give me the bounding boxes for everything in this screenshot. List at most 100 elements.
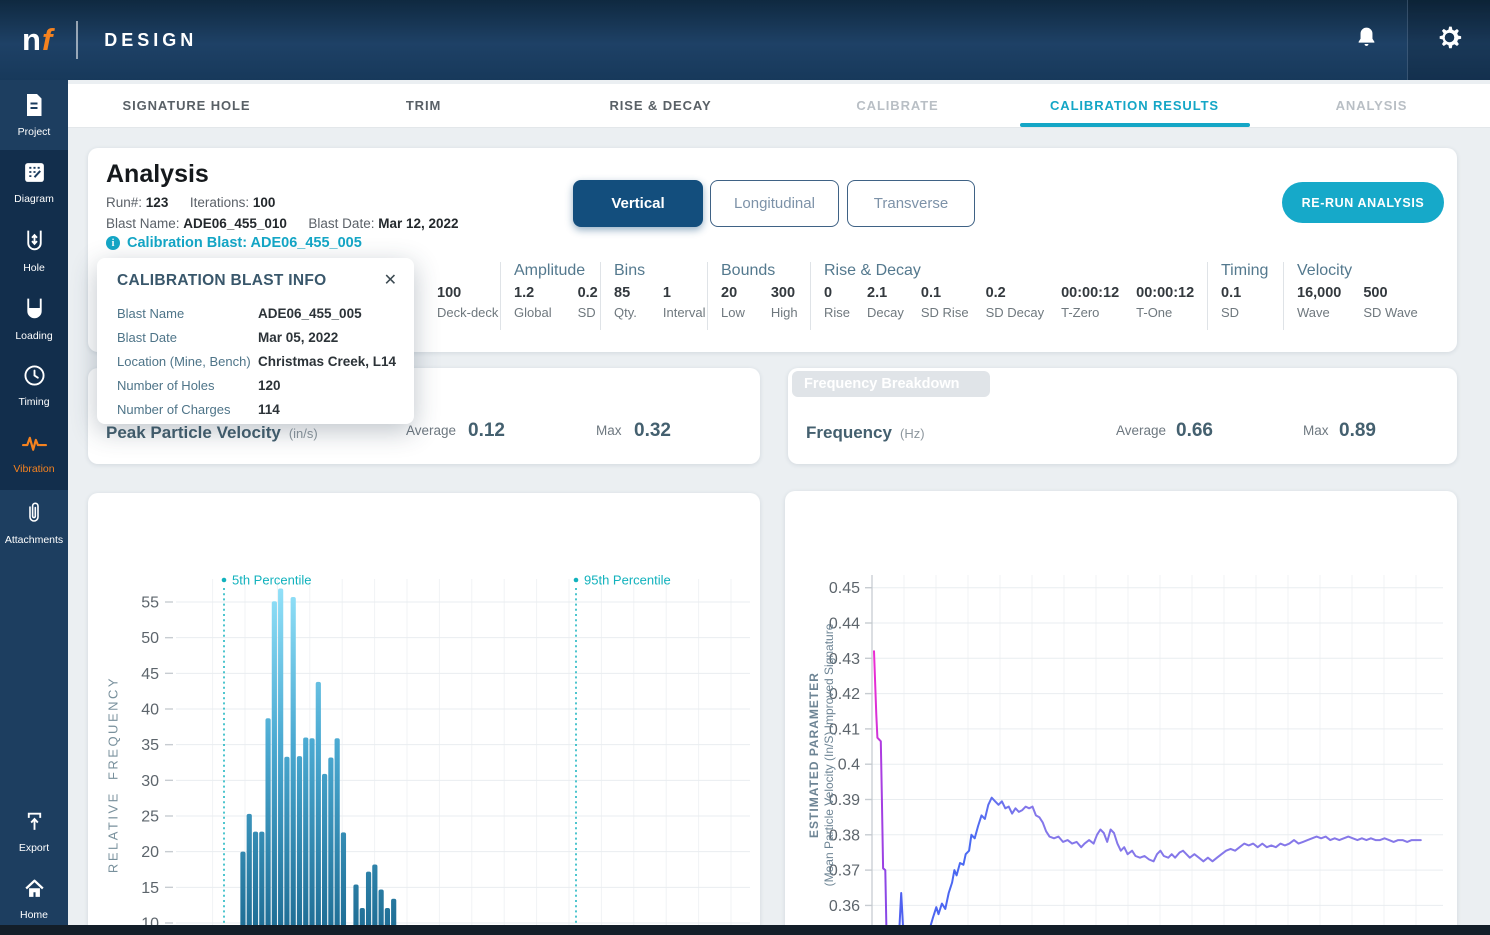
frequency-average-label: Average	[1116, 423, 1166, 438]
logo-n: n	[22, 22, 41, 57]
export-icon	[22, 808, 47, 834]
frequency-breakdown-chip: Frequency Breakdown	[792, 371, 990, 397]
param-item: 500SD Wave	[1363, 285, 1417, 320]
sidebar-item-diagram[interactable]: Diagram	[0, 160, 68, 205]
relative-frequency-histogram: 555045403530252015105th Percentile95th P…	[88, 493, 760, 935]
popup-row: Blast Name ADE06_455_005	[117, 306, 400, 321]
ppv-metric-row: Peak Particle Velocity (in/s) Average 0.…	[106, 423, 736, 443]
settings-button[interactable]	[1407, 0, 1490, 80]
tab-analysis[interactable]: ANALYSIS	[1253, 84, 1490, 127]
sidebar-item-home[interactable]: Home	[0, 876, 68, 921]
blast-meta: Blast Name: ADE06_455_010 Blast Date: Ma…	[106, 216, 459, 231]
sidebar-item-label: Attachments	[0, 534, 68, 546]
frequency-metric-row: Frequency (Hz) Average 0.66 Max 0.89	[806, 423, 1436, 443]
app-root: nf DESIGN Project	[0, 0, 1490, 935]
param-item: 00:00:12T-Zero	[1061, 285, 1119, 320]
waveform-icon	[21, 430, 48, 456]
svg-text:45: 45	[141, 666, 159, 683]
frequency-title: Frequency	[806, 423, 892, 443]
sidebar-item-hole[interactable]: Hole	[0, 228, 68, 274]
close-icon[interactable]: ✕	[380, 268, 401, 292]
document-icon	[22, 92, 46, 118]
param-item: 1Interval	[663, 285, 706, 320]
param-item: 16,000Wave	[1297, 285, 1341, 320]
home-icon	[22, 876, 47, 902]
svg-text:0.4: 0.4	[838, 757, 860, 774]
rerun-analysis-button[interactable]: RE-RUN ANALYSIS	[1282, 182, 1444, 223]
iterations-value: 100	[253, 195, 276, 210]
tab-calibrate[interactable]: CALIBRATE	[779, 84, 1016, 127]
sidebar-item-project[interactable]: Project	[0, 92, 68, 138]
longitudinal-button[interactable]: Longitudinal	[710, 180, 839, 227]
run-meta: Run#: 123 Iterations: 100	[106, 195, 275, 210]
frequency-max-value: 0.89	[1339, 420, 1376, 442]
param-item: 1.2Global	[514, 285, 552, 320]
sidebar-item-attachments[interactable]: Attachments	[0, 500, 68, 546]
histogram-y-axis-label: RELATIVE FREQUENCY	[106, 625, 121, 925]
popup-row: Location (Mine, Bench) Christmas Creek, …	[117, 354, 400, 369]
param-group-amplitude: Amplitude 1.2Global 0.2SD	[500, 262, 600, 330]
run-value: 123	[146, 195, 169, 210]
line-chart-y-axis-label: ESTIMATED PARAMETER (Mean Particle Veloc…	[807, 585, 837, 925]
blast-date-value: Mar 12, 2022	[378, 216, 458, 231]
svg-text:50: 50	[141, 630, 159, 647]
svg-text:35: 35	[141, 737, 159, 754]
sidebar-item-loading[interactable]: Loading	[0, 296, 68, 342]
param-item: 85Qty.	[614, 285, 637, 320]
sidebar-item-label: Export	[0, 842, 68, 854]
sidebar-item-export[interactable]: Export	[0, 808, 68, 854]
top-navbar: nf DESIGN	[0, 0, 1490, 80]
svg-text:40: 40	[141, 701, 159, 718]
blast-name-label: Blast Name:	[106, 216, 180, 231]
ppv-unit: (in/s)	[289, 426, 318, 441]
brand-logo[interactable]: nf	[22, 22, 52, 58]
page-title: Analysis	[106, 160, 209, 189]
vertical-button[interactable]: Vertical	[573, 180, 703, 227]
ppv-max-value: 0.32	[634, 420, 671, 442]
svg-text:55: 55	[141, 595, 159, 612]
frequency-max-label: Max	[1303, 423, 1329, 438]
popup-row: Blast Date Mar 05, 2022	[117, 330, 400, 345]
transverse-button[interactable]: Transverse	[847, 180, 975, 227]
param-item: 0.1SD	[1221, 285, 1241, 320]
ppv-max-label: Max	[596, 423, 622, 438]
run-label: Run#:	[106, 195, 142, 210]
diagram-icon	[22, 160, 47, 186]
svg-text:15: 15	[141, 880, 159, 897]
popup-title: CALIBRATION BLAST INFO	[117, 272, 327, 290]
loading-icon	[22, 296, 47, 322]
param-group-rise-decay: Rise & Decay 0Rise 2.1Decay 0.1SD Rise 0…	[810, 262, 1207, 330]
param-item: 0.1SD Rise	[921, 285, 969, 320]
parameters-row: 100Deck-deck Amplitude 1.2Global 0.2SD B…	[430, 262, 1453, 330]
param-item: 100Deck-deck	[437, 285, 498, 320]
sidebar-item-label: Home	[0, 909, 68, 921]
tab-calibration-results[interactable]: CALIBRATION RESULTS	[1016, 84, 1253, 127]
frequency-unit: (Hz)	[900, 426, 925, 441]
tab-rise-decay[interactable]: RISE & DECAY	[542, 84, 779, 127]
param-item: 2.1Decay	[867, 285, 904, 320]
svg-text:5th Percentile: 5th Percentile	[232, 573, 312, 588]
notifications-button[interactable]	[1325, 0, 1407, 80]
frequency-metric-card: Frequency Breakdown Frequency (Hz) Avera…	[788, 368, 1457, 464]
estimated-parameter-card: 0.450.440.430.420.410.40.390.380.370.36 …	[785, 491, 1457, 935]
sidebar-item-timing[interactable]: Timing	[0, 363, 68, 408]
tab-signature-hole[interactable]: SIGNATURE HOLE	[68, 84, 305, 127]
frequency-average-value: 0.66	[1176, 420, 1213, 442]
ppv-average-label: Average	[406, 423, 456, 438]
calibration-blast-info-popup: CALIBRATION BLAST INFO ✕ Blast Name ADE0…	[97, 258, 414, 424]
tab-trim[interactable]: TRIM	[305, 84, 542, 127]
gear-icon	[1434, 22, 1465, 58]
sidebar-item-vibration[interactable]: Vibration	[0, 430, 68, 475]
param-item: 300High	[771, 285, 798, 320]
clock-icon	[22, 363, 47, 389]
calibration-blast-link[interactable]: i Calibration Blast: ADE06_455_005	[106, 235, 362, 251]
param-item: 00:00:12T-One	[1136, 285, 1194, 320]
hole-icon	[22, 228, 47, 254]
blast-date-label: Blast Date:	[308, 216, 374, 231]
sidebar-item-label: Project	[0, 126, 68, 138]
svg-text:30: 30	[141, 773, 159, 790]
blast-name-value: ADE06_455_010	[183, 216, 287, 231]
iterations-label: Iterations:	[190, 195, 249, 210]
param-group-bins: Bins 85Qty. 1Interval	[600, 262, 707, 330]
navbar-divider	[76, 21, 78, 59]
